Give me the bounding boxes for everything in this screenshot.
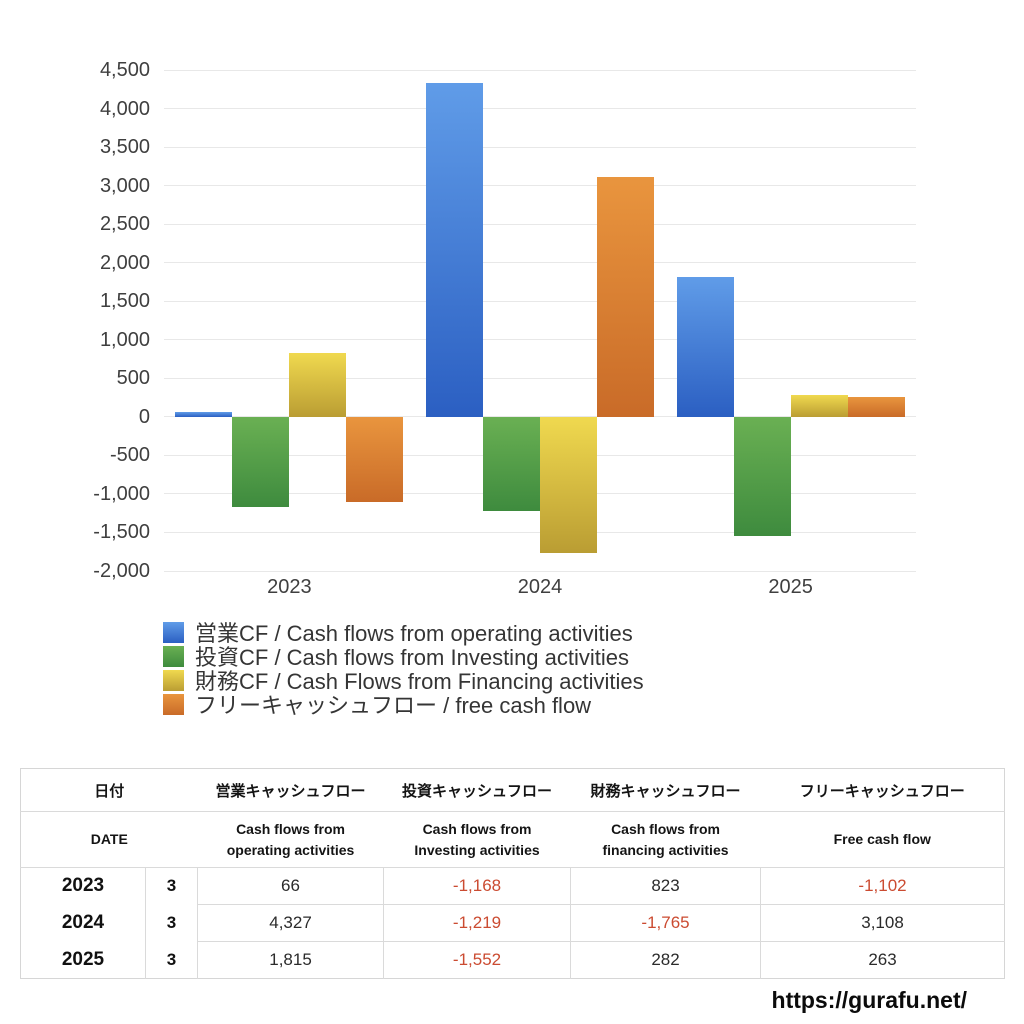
site-url: https://gurafu.net/ [771,987,967,1013]
y-axis-tick-label: 1,500 [99,290,150,313]
table-header: 日付 営業キャッシュフロー 投資キャッシュフロー 財務キャッシュフロー フリーキ… [20,768,1005,868]
legend-item-investing-cf: 投資CF / Cash flows from Investing activit… [163,644,644,670]
x-axis-label-2023: 2023 [267,576,312,598]
bar-financing-cf-2025 [790,395,848,417]
y-axis-tick-label: 1,000 [99,328,150,351]
bar-free-cash-flow-2023 [346,416,404,502]
gridline-y-1500 [164,300,916,302]
cell-free-cash-flow: 263 [760,941,1005,979]
table-row-2025: 2025 3 1,815 -1,552 282 263 [21,941,1005,979]
bar-free-cash-flow-2024 [597,177,654,417]
gridline-y--2000 [164,570,916,572]
header-free-en: Free cash flow [760,811,1005,868]
cell-operating: 1,815 [269,950,312,969]
cell-investing: -1,168 [383,867,571,905]
bar-investing-cf-2025 [733,416,791,537]
y-axis-tick-label: -2,000 [93,560,150,582]
cell-month: 3 [144,867,199,905]
legend-swatch-financing-cf-icon [163,669,184,691]
y-axis-tick-label: -1,000 [93,482,150,505]
x-axis: 2023 2024 2025 [164,576,916,602]
gridline-y-500 [164,377,916,379]
table-row-2023: 2023 3 66 -1,168 823 -1,102 [21,867,1005,905]
cell-investing: -1,219 [383,904,571,942]
cell-month: 3 [144,941,199,979]
chart-plot-area [164,69,916,572]
cell-free-cash-flow: 3,108 [760,904,1005,942]
table-header-row-en: DATE Cash flows from operating activitie… [20,811,1005,868]
header-date-jp: 日付 [20,768,198,812]
gridline-y-1000 [164,339,916,341]
bar-free-cash-flow-2025 [847,396,905,417]
gridline-y-3500 [164,146,916,148]
header-operating-en: Cash flows from operating activities [197,811,384,868]
gridline-y-2500 [164,223,916,225]
legend-label-free-cash-flow: フリーキャッシュフロー / free cash flow [195,693,592,718]
y-axis-tick-label: 2,000 [99,251,150,274]
cell-investing: -1,552 [383,941,571,979]
cell-financing: 282 [570,941,761,979]
y-axis: 4,500 4,000 3,500 3,000 2,500 2,000 1,500 1,000… [0,59,150,582]
gridline-y-3000 [164,185,916,187]
gridline-y-4500 [164,69,916,71]
legend-swatch-operating-cf-icon [163,621,184,643]
legend-item-financing-cf: 財務CF / Cash Flows from Financing activit… [163,668,644,694]
y-axis-tick-label: 3,000 [99,174,150,197]
y-axis-tick-label: 0 [138,405,150,428]
header-operating-jp: 営業キャッシュフロー [197,768,384,812]
table-row-2024: 2024 3 4,327 -1,219 -1,765 3,108 [21,904,1005,942]
bar-operating-cf-2024 [426,83,483,417]
bar-operating-cf-2025 [676,276,734,417]
gridline-y-2000 [164,262,916,264]
cell-financing: -1,765 [570,904,761,942]
cell-year: 2025 [61,948,105,970]
legend-label-financing-cf: 財務CF / Cash Flows from Financing activit… [195,669,644,694]
bar-financing-cf-2023 [289,353,347,417]
y-axis-tick-label: 4,000 [99,97,150,120]
gridline-y-4000 [164,108,916,110]
bar-operating-cf-2023 [175,411,233,417]
legend-item-operating-cf: 営業CF / Cash flows from operating activit… [163,620,644,646]
bar-financing-cf-2024 [540,416,597,553]
cell-free-cash-flow: -1,102 [760,867,1005,905]
legend-label-operating-cf: 営業CF / Cash flows from operating activit… [195,621,633,646]
cell-operating: 66 [197,867,384,905]
y-axis-tick-label: -500 [109,444,150,467]
cell-operating: 4,327 [197,904,384,942]
header-investing-en: Cash flows from Investing activities [383,811,571,868]
x-axis-label-2024: 2024 [517,576,563,598]
chart-legend: 営業CF / Cash flows from operating activit… [163,620,644,718]
table-body: 2023 3 66 -1,168 823 -1,102 2024 3 4,327… [21,867,1005,979]
y-axis-tick-label: 2,500 [99,213,150,236]
cell-financing: 823 [570,867,761,905]
bar-investing-cf-2023 [232,416,290,507]
header-financing-jp: 財務キャッシュフロー [570,768,761,812]
cell-year: 2024 [61,912,105,933]
header-financing-en: Cash flows from financing activities [570,811,761,868]
x-axis-label-2025: 2025 [768,576,813,598]
cell-year: 2023 [61,875,105,897]
y-axis-tick-label: 4,500 [99,59,150,81]
legend-label-investing-cf: 投資CF / Cash flows from Investing activit… [195,645,630,670]
cashflow-table: 日付 営業キャッシュフロー 投資キャッシュフロー 財務キャッシュフロー フリーキ… [20,768,1006,979]
header-investing-jp: 投資キャッシュフロー [383,768,571,812]
header-date-en: DATE [20,811,198,868]
y-axis-tick-label: 3,500 [99,136,150,159]
bar-investing-cf-2024 [483,416,540,511]
y-axis-tick-label: -1,500 [93,521,150,544]
table-header-row-jp: 日付 営業キャッシュフロー 投資キャッシュフロー 財務キャッシュフロー フリーキ… [20,768,1005,812]
legend-item-free-cash-flow: フリーキャッシュフロー / free cash flow [163,692,644,718]
y-axis-tick-label: 500 [116,367,150,390]
legend-swatch-free-cash-flow-icon [163,693,184,715]
cell-month: 3 [144,904,199,942]
legend-swatch-investing-cf-icon [163,645,184,667]
header-free-jp: フリーキャッシュフロー [760,768,1005,812]
